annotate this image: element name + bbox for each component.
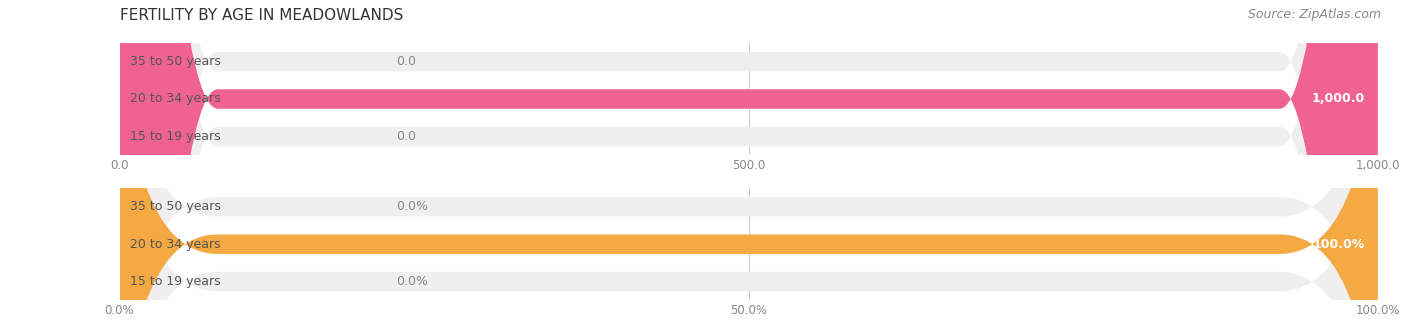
Text: Source: ZipAtlas.com: Source: ZipAtlas.com — [1247, 8, 1381, 21]
FancyBboxPatch shape — [120, 0, 1378, 330]
FancyBboxPatch shape — [120, 0, 1378, 330]
Text: 0.0%: 0.0% — [396, 275, 429, 288]
Text: 0.0%: 0.0% — [396, 200, 429, 213]
FancyBboxPatch shape — [120, 0, 1378, 330]
FancyBboxPatch shape — [120, 0, 1378, 330]
Text: FERTILITY BY AGE IN MEADOWLANDS: FERTILITY BY AGE IN MEADOWLANDS — [120, 8, 404, 23]
FancyBboxPatch shape — [120, 0, 1378, 330]
FancyBboxPatch shape — [120, 0, 1378, 330]
Text: 20 to 34 years: 20 to 34 years — [129, 92, 221, 106]
Text: 20 to 34 years: 20 to 34 years — [129, 238, 221, 251]
Text: 15 to 19 years: 15 to 19 years — [129, 130, 221, 143]
Text: 100.0%: 100.0% — [1313, 238, 1365, 251]
FancyBboxPatch shape — [120, 0, 1378, 330]
Text: 35 to 50 years: 35 to 50 years — [129, 200, 221, 213]
FancyBboxPatch shape — [120, 0, 1378, 330]
Text: 1,000.0: 1,000.0 — [1312, 92, 1365, 106]
Text: 0.0: 0.0 — [396, 55, 416, 68]
Text: 0.0: 0.0 — [396, 130, 416, 143]
Text: 35 to 50 years: 35 to 50 years — [129, 55, 221, 68]
Text: 15 to 19 years: 15 to 19 years — [129, 275, 221, 288]
